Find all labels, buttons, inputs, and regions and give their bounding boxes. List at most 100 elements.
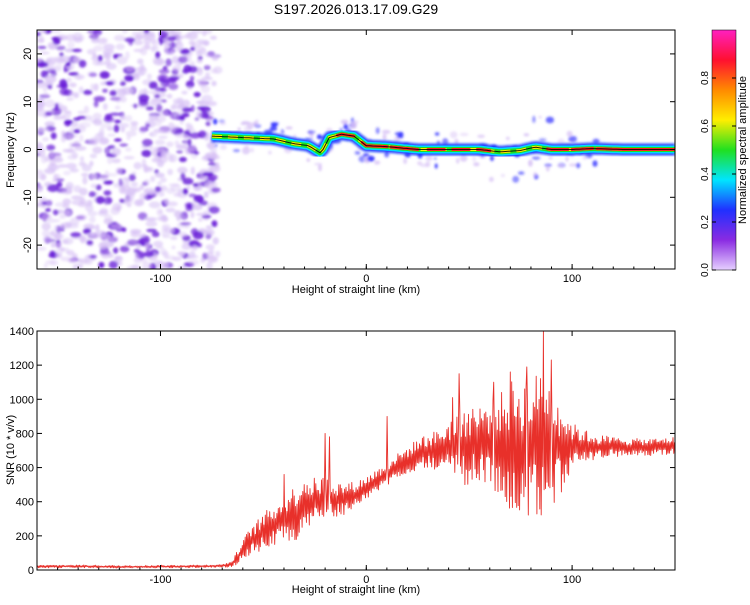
noise-blob bbox=[203, 65, 211, 71]
noise-blob bbox=[99, 71, 110, 79]
noise-blob bbox=[196, 67, 203, 76]
noise-blob bbox=[69, 168, 79, 173]
noise-blob bbox=[167, 36, 176, 42]
noise-blob bbox=[40, 30, 47, 34]
noise-blob bbox=[83, 89, 93, 95]
noise-blob bbox=[113, 34, 126, 42]
noise-blob bbox=[62, 198, 72, 205]
noise-blob bbox=[137, 58, 144, 65]
noise-blob bbox=[98, 261, 105, 269]
noise-blob bbox=[174, 140, 180, 146]
ridge-noise-blob bbox=[354, 150, 361, 155]
noise-blob bbox=[93, 96, 106, 102]
noise-blob bbox=[88, 191, 97, 198]
noise-blob bbox=[102, 88, 108, 93]
noise-blob bbox=[155, 149, 164, 153]
noise-blob bbox=[196, 100, 205, 104]
noise-blob bbox=[177, 35, 184, 40]
noise-blob bbox=[209, 154, 221, 160]
noise-blob bbox=[137, 212, 148, 221]
noise-blob bbox=[178, 251, 185, 257]
noise-blob bbox=[160, 151, 167, 157]
noise-blob bbox=[103, 218, 114, 225]
noise-blob bbox=[130, 121, 139, 126]
ridge-noise-blob bbox=[419, 163, 429, 167]
noise-blob bbox=[139, 192, 146, 202]
noise-blob bbox=[120, 78, 125, 82]
ridge-noise-blob bbox=[314, 162, 323, 166]
ridge-noise-blob bbox=[548, 156, 553, 160]
noise-blob bbox=[92, 146, 103, 154]
noise-blob bbox=[143, 188, 149, 197]
noise-blob bbox=[191, 199, 197, 208]
noise-blob bbox=[105, 241, 114, 248]
noise-blob bbox=[186, 32, 198, 40]
noise-blob bbox=[66, 162, 77, 170]
noise-blob bbox=[174, 133, 185, 138]
noise-blob bbox=[151, 97, 163, 102]
y-tick-label: 0 bbox=[28, 565, 34, 577]
noise-blob bbox=[165, 30, 175, 34]
ridge-noise-blob bbox=[240, 122, 246, 126]
noise-blob bbox=[37, 82, 45, 89]
noise-blob bbox=[133, 162, 142, 170]
noise-blob bbox=[119, 143, 128, 147]
ridge-noise-blob bbox=[268, 150, 272, 155]
noise-blob bbox=[130, 181, 138, 188]
noise-blob bbox=[208, 162, 216, 166]
noise-blob bbox=[41, 230, 51, 237]
noise-blob bbox=[143, 164, 149, 173]
noise-blob bbox=[126, 135, 131, 141]
noise-blob bbox=[41, 201, 47, 205]
noise-blob bbox=[95, 196, 105, 204]
noise-blob bbox=[115, 167, 123, 175]
noise-blob bbox=[79, 235, 87, 243]
noise-blob bbox=[187, 138, 192, 147]
ridge-noise-blob bbox=[512, 175, 520, 183]
noise-blob bbox=[97, 55, 103, 62]
noise-blob bbox=[109, 90, 117, 97]
noise-blob bbox=[146, 190, 159, 196]
noise-blob bbox=[37, 108, 47, 117]
noise-blob bbox=[167, 255, 176, 261]
colorbar-tick-label: 0.4 bbox=[700, 167, 711, 181]
noise-blob bbox=[207, 100, 218, 107]
noise-blob bbox=[46, 144, 56, 151]
ridge-noise-blob bbox=[500, 173, 505, 178]
ridge-noise-blob bbox=[434, 132, 440, 136]
noise-blob bbox=[164, 227, 175, 234]
noise-blob bbox=[144, 217, 157, 222]
ridge-noise-blob bbox=[449, 131, 458, 139]
noise-blob bbox=[128, 39, 134, 46]
noise-blob bbox=[127, 239, 139, 246]
noise-blob bbox=[44, 99, 55, 108]
ridge-noise-blob bbox=[343, 123, 348, 130]
noise-blob bbox=[202, 112, 210, 119]
noise-blob bbox=[152, 56, 161, 65]
noise-blob bbox=[50, 30, 62, 34]
noise-blob bbox=[118, 178, 123, 187]
colorbar-gradient bbox=[711, 29, 737, 271]
noise-blob bbox=[79, 134, 84, 142]
noise-blob bbox=[206, 261, 213, 269]
noise-blob bbox=[114, 138, 122, 142]
noise-blob bbox=[182, 177, 194, 185]
noise-blob bbox=[119, 198, 125, 203]
noise-blob bbox=[140, 45, 152, 51]
noise-blob bbox=[86, 71, 97, 78]
noise-blob bbox=[195, 39, 206, 43]
noise-blob bbox=[107, 145, 116, 150]
noise-blob bbox=[201, 155, 214, 160]
noise-blob bbox=[71, 199, 84, 206]
noise-blob bbox=[138, 234, 146, 238]
noise-blob bbox=[158, 191, 165, 197]
noise-blob bbox=[66, 77, 72, 83]
noise-blob bbox=[190, 211, 195, 219]
noise-blob bbox=[188, 40, 196, 46]
ridge-noise-blob bbox=[538, 115, 542, 119]
noise-blob bbox=[160, 214, 167, 221]
noise-blob bbox=[37, 61, 49, 68]
noise-blob bbox=[165, 50, 175, 56]
y-tick-label: -20 bbox=[22, 237, 34, 253]
